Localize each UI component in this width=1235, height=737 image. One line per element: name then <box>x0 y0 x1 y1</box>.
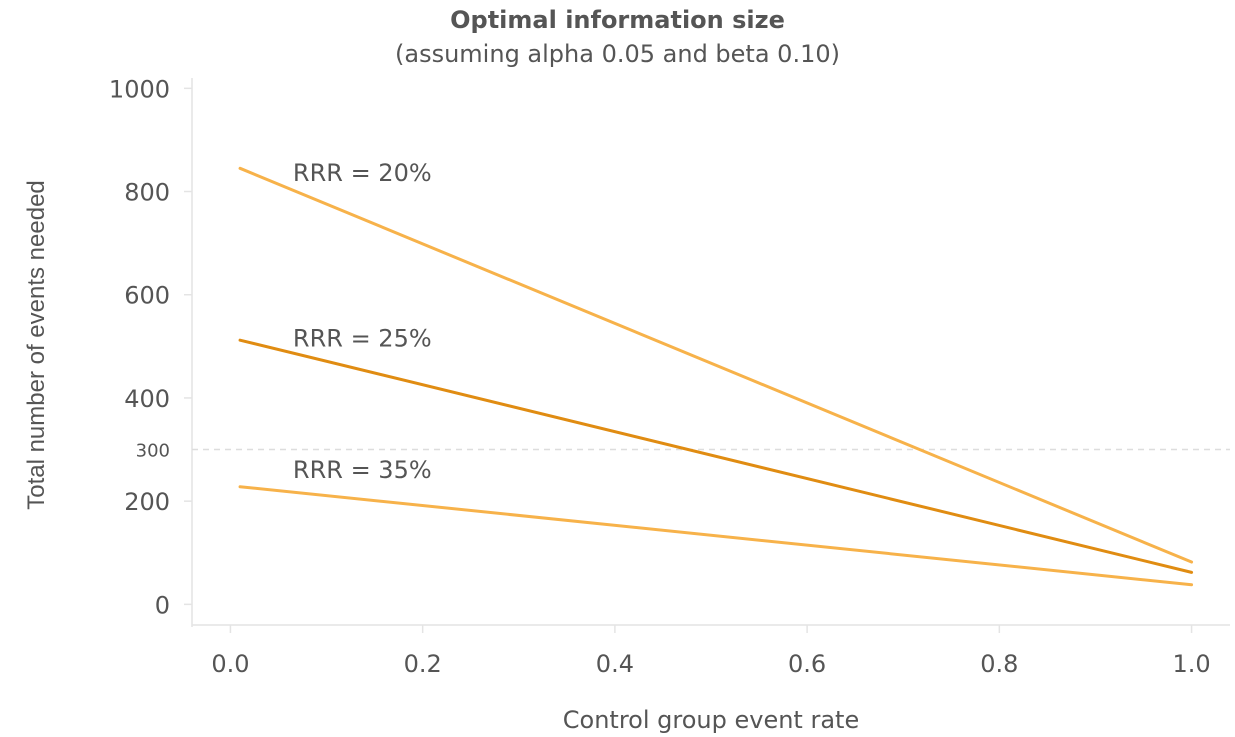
y-axis-ticks: 0 200 400 600 800 1000 300 <box>109 75 192 619</box>
reference-line-label: 300 <box>136 441 170 462</box>
chart-title: Optimal information size <box>450 6 785 34</box>
series-label: RRR = 25% <box>293 324 432 352</box>
series-line <box>238 166 1194 564</box>
x-tick-label: 0.2 <box>404 650 442 678</box>
series-line <box>238 338 1194 574</box>
series-label: RRR = 35% <box>293 456 432 484</box>
x-tick-label: 0.6 <box>788 650 826 678</box>
y-tick-label: 200 <box>124 488 170 516</box>
y-tick-label: 600 <box>124 282 170 310</box>
x-tick-label: 1.0 <box>1172 650 1210 678</box>
series-label: RRR = 20% <box>293 159 432 187</box>
chart-subtitle: (assuming alpha 0.05 and beta 0.10) <box>395 40 840 68</box>
y-tick-label: 1000 <box>109 75 170 103</box>
x-tick-label: 0.8 <box>980 650 1018 678</box>
y-tick-label: 800 <box>124 179 170 207</box>
y-axis-title: Total number of events needed <box>23 180 50 510</box>
plot-frame <box>191 78 1230 627</box>
x-tick-label: 0.0 <box>211 650 249 678</box>
x-axis-title: Control group event rate <box>563 706 859 734</box>
series-group: RRR = 20% RRR = 25% RRR = 35% <box>238 159 1194 587</box>
series-line <box>238 485 1194 587</box>
x-tick-label: 0.4 <box>596 650 634 678</box>
x-axis-ticks: 0.0 0.2 0.4 0.6 0.8 1.0 <box>211 625 1211 678</box>
y-tick-label: 0 <box>155 591 170 619</box>
y-tick-label: 400 <box>124 385 170 413</box>
